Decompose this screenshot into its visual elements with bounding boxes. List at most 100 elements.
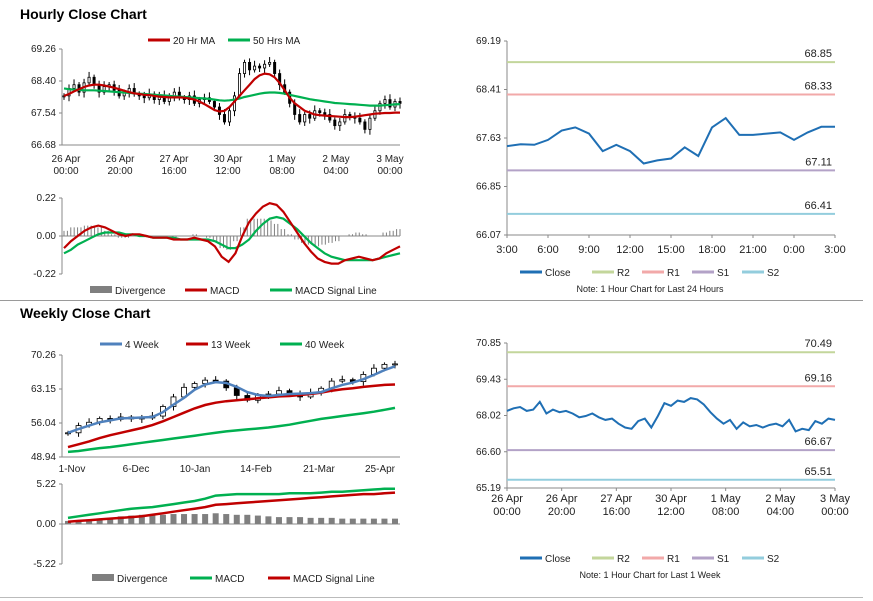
y-tick-label: 68.41 (476, 85, 501, 96)
divergence-bar (392, 518, 398, 524)
legend-label: Close (545, 268, 571, 279)
y-tick-label: 66.85 (476, 182, 501, 193)
divergence-bar (117, 516, 124, 524)
divergence-bar (181, 514, 188, 524)
divergence-bar (254, 515, 261, 524)
hourly-macd-chart: 0.22 0.00 -0.22 Divergence MACD MACD Signal L… (33, 193, 401, 297)
x-tick-label: 12:00 (657, 506, 685, 518)
x-tick-label: 30 Apr (655, 493, 687, 505)
divergence-bar (202, 514, 209, 524)
hourly-candle (298, 114, 302, 123)
x-tick-label: 3:00 (496, 244, 517, 256)
x-tick-label: 3 May (820, 493, 850, 505)
y-tick-label: 66.68 (31, 140, 56, 151)
x-tick-label: 3:00 (824, 244, 845, 256)
x-tick-label: 14-Feb (240, 464, 272, 475)
y-tick-label: 67.63 (476, 133, 501, 144)
legend-label: 40 Week (305, 340, 345, 351)
legend-label: S1 (717, 268, 730, 279)
y-tick-label: 69.26 (31, 44, 56, 55)
hourly-candle (318, 110, 322, 114)
hourly-candle (248, 61, 252, 71)
bottom-divider (0, 597, 863, 598)
hourly-candle (72, 84, 76, 89)
legend-label: Divergence (117, 574, 168, 585)
macd-line (67, 487, 395, 520)
x-tick-label: 04:00 (323, 166, 348, 177)
x-tick-label: 10-Jan (180, 464, 211, 475)
divergence-bar (318, 517, 325, 524)
legend-label: Close (545, 554, 571, 565)
macd-signal-line (63, 215, 401, 262)
legend-label: S2 (767, 554, 780, 565)
weekly-price-chart: 70.26 63.15 56.04 48.941-Nov 6-Dec 10-Jan 14-F… (31, 340, 400, 475)
hourly-candle (363, 121, 367, 130)
y-tick-label: 0.00 (37, 519, 57, 530)
hourly-candle (368, 117, 372, 130)
hourly-candle (212, 101, 216, 108)
x-tick-label: 1-Nov (59, 464, 86, 475)
y-tick-label: 69.19 (476, 36, 501, 47)
weekly-section-title: Weekly Close Chart (20, 305, 151, 321)
x-tick-label: 00:00 (821, 506, 849, 518)
legend-swatch (90, 286, 112, 293)
x-tick-label: 26 Apr (106, 154, 136, 165)
x-tick-label: 00:00 (53, 166, 78, 177)
divergence-bar (265, 516, 272, 524)
divergence-bar (360, 518, 367, 524)
divergence-bar (349, 518, 356, 524)
hourly-candle (222, 114, 226, 123)
hourly-candle (378, 102, 382, 112)
hourly-candle (263, 63, 267, 69)
y-tick-label: 70.26 (31, 350, 56, 361)
x-tick-label: 25-Apr (365, 464, 396, 475)
legend-label: R1 (667, 554, 680, 565)
ma20-line (63, 72, 400, 119)
week4-line (67, 365, 396, 434)
hourly-candle (268, 61, 272, 65)
x-tick-label: 30 Apr (214, 154, 244, 165)
y-tick-label: -5.22 (33, 559, 56, 570)
divergence-bar (275, 517, 282, 524)
close-line (506, 397, 836, 433)
y-tick-label: -0.22 (33, 269, 56, 280)
week40-line (67, 406, 396, 454)
x-tick-label: 2 May (765, 493, 795, 505)
legend-label: 4 Week (125, 340, 160, 351)
legend-label: 20 Hr MA (173, 36, 216, 47)
divergence-bar (86, 519, 93, 524)
hourly-candle (383, 99, 387, 104)
divergence-bar (339, 518, 346, 524)
weekly-macd-chart: 5.22 0.00 -5.22 Divergence MACD MACD Signal L… (33, 480, 400, 585)
x-tick-label: 26 Apr (491, 493, 523, 505)
legend-label: MACD Signal Line (295, 286, 377, 297)
y-tick-label: 0.22 (37, 193, 57, 204)
x-tick-label: 27 Apr (160, 154, 190, 165)
legend-swatch (92, 574, 114, 581)
divergence-bar (328, 517, 335, 524)
weekly-candle (381, 363, 388, 369)
level-label-s1: 66.67 (804, 436, 832, 448)
divergence-bar (159, 514, 166, 524)
x-tick-label: 04:00 (767, 506, 795, 518)
hourly-candle (253, 65, 257, 71)
hourly-candle (258, 65, 262, 69)
x-tick-label: 08:00 (269, 166, 294, 177)
hourly-candle (333, 119, 337, 127)
y-tick-label: 68.40 (31, 76, 56, 87)
legend-label: Divergence (115, 286, 166, 297)
weekly-candle (276, 390, 282, 395)
x-tick-label: 20:00 (107, 166, 132, 177)
divergence-bar (297, 517, 304, 524)
x-tick-label: 21-Mar (303, 464, 335, 475)
hourly-section-title: Hourly Close Chart (20, 6, 147, 22)
y-tick-label: 63.15 (31, 384, 56, 395)
legend-label: 13 Week (211, 340, 251, 351)
hourly-candle (398, 101, 402, 104)
macd-signal-line (67, 491, 396, 523)
x-tick-label: 26 Apr (52, 154, 82, 165)
divergence-bar (233, 514, 240, 524)
chart-note: Note: 1 Hour Chart for Last 1 Week (580, 570, 721, 580)
y-tick-label: 5.22 (37, 480, 57, 490)
x-tick-label: 6-Dec (123, 464, 150, 475)
